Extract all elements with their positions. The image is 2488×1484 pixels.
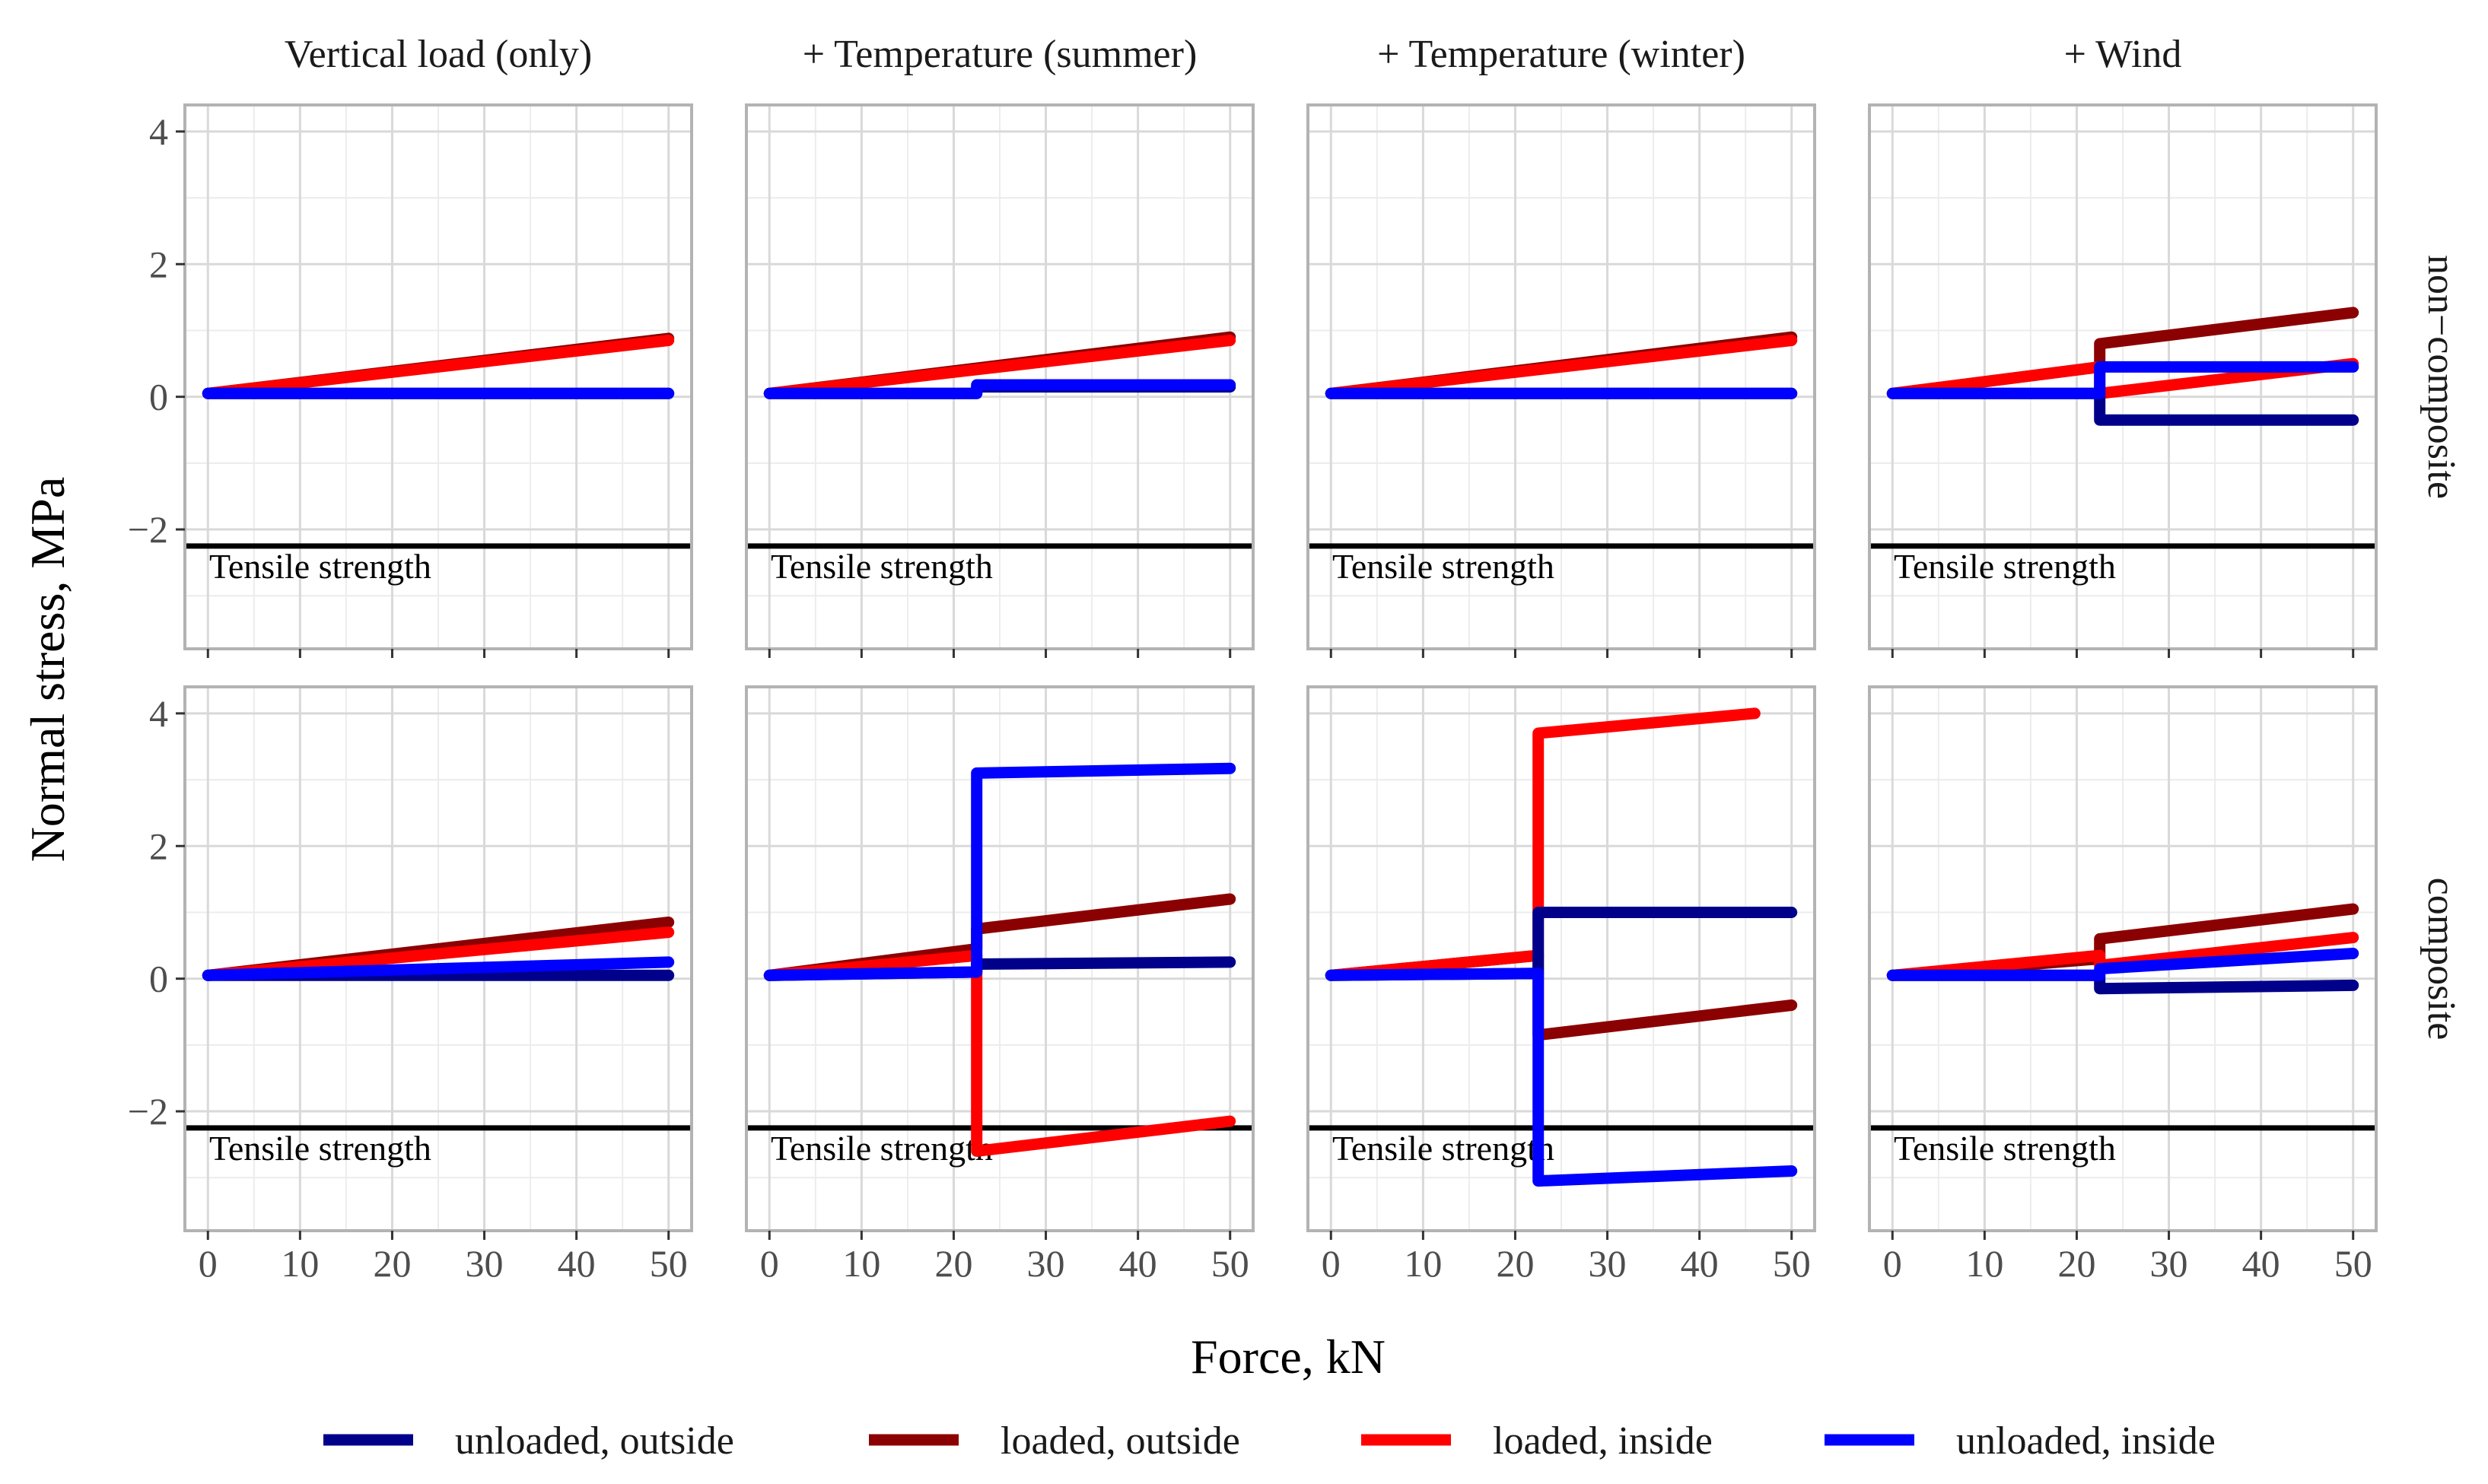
- y-tick-label: 0: [149, 376, 168, 418]
- panel-border: [1868, 685, 2378, 1232]
- y-tick-label: 4: [149, 692, 168, 735]
- legend-label-lo: loaded, outside: [1001, 1419, 1240, 1463]
- panel-border: [745, 103, 1255, 650]
- y-tick-label: −2: [128, 1090, 168, 1133]
- row-strip-label: composite: [2420, 878, 2463, 1041]
- y-tick-label: 2: [149, 825, 168, 867]
- panel-border: [1306, 685, 1816, 1232]
- panel-border: [183, 103, 693, 650]
- frame-layer: [183, 103, 2378, 1232]
- series-line-ui: [1886, 948, 2359, 981]
- column-strip-label: + Temperature (summer): [803, 33, 1198, 76]
- column-strip-label: Vertical load (only): [285, 33, 592, 76]
- tensile-strength-label: Tensile strength: [1332, 547, 1554, 586]
- grid-layer: [185, 105, 2376, 1231]
- strip-layer: Vertical load (only) + Temperature (summe…: [285, 33, 2463, 1040]
- tensile-strength-label: Tensile strength: [209, 1129, 431, 1168]
- x-tick-label: 30: [466, 1242, 504, 1285]
- x-tick-label: 30: [1589, 1242, 1627, 1285]
- series-line-li: [763, 949, 1236, 1157]
- y-tick-label: 2: [149, 243, 168, 285]
- x-tick-label: 10: [842, 1242, 880, 1285]
- series-line-li: [763, 335, 1236, 399]
- series-line-ui: [1325, 968, 1798, 1187]
- x-tick-label: 10: [1404, 1242, 1442, 1285]
- legend-label-uo: unloaded, outside: [455, 1419, 734, 1463]
- x-tick-label: 50: [650, 1242, 688, 1285]
- series-line-li: [1325, 335, 1798, 399]
- y-tick-label: 0: [149, 958, 168, 1000]
- series-line-ui: [202, 956, 675, 981]
- x-tick-label: 40: [1681, 1242, 1719, 1285]
- legend-label-ui: unloaded, inside: [1956, 1419, 2216, 1463]
- column-strip-label: + Wind: [2064, 33, 2182, 76]
- x-tick-label: 0: [1883, 1242, 1902, 1285]
- x-tick-label: 0: [1322, 1242, 1341, 1285]
- x-tick-label: 20: [1496, 1242, 1534, 1285]
- tensile-strength-label: Tensile strength: [209, 547, 431, 586]
- series-line-ui: [763, 762, 1236, 981]
- panel-border: [1868, 103, 2378, 650]
- x-tick-label: 30: [1027, 1242, 1065, 1285]
- y-tick-label: 4: [149, 110, 168, 153]
- tensile-strength-label: Tensile strength: [1894, 547, 2116, 586]
- x-tick-label: 40: [1119, 1242, 1157, 1285]
- legend-label-li: loaded, inside: [1493, 1419, 1713, 1463]
- x-tick-label: 40: [2242, 1242, 2280, 1285]
- series-layer: [202, 307, 2359, 1187]
- tensile-strength-label: Tensile strength: [771, 547, 993, 586]
- x-tick-label: 30: [2150, 1242, 2188, 1285]
- series-line-li: [202, 335, 675, 399]
- tensile-strength-label: Tensile strength: [1332, 1129, 1554, 1168]
- x-tick-label: 50: [1211, 1242, 1249, 1285]
- x-tick-label: 20: [2057, 1242, 2095, 1285]
- panel-border: [745, 685, 1255, 1232]
- x-tick-label: 50: [1773, 1242, 1811, 1285]
- x-axis-title: Force, kN: [1191, 1330, 1386, 1384]
- series-line-li: [1886, 932, 2359, 981]
- legend: unloaded, outside loaded, outside loaded, …: [323, 1419, 2216, 1463]
- x-tick-label: 0: [760, 1242, 779, 1285]
- x-tick-label: 20: [373, 1242, 411, 1285]
- x-tick-label: 10: [281, 1242, 319, 1285]
- y-tick-label: −2: [128, 508, 168, 551]
- x-tick-label: 50: [2334, 1242, 2372, 1285]
- x-tick-label: 0: [199, 1242, 218, 1285]
- x-tick-label: 20: [934, 1242, 972, 1285]
- x-tick-label: 10: [1965, 1242, 2003, 1285]
- row-strip-label: non−composite: [2420, 255, 2463, 499]
- column-strip-label: + Temperature (winter): [1377, 33, 1745, 76]
- panel-border: [1306, 103, 1816, 650]
- series-line-ui: [763, 379, 1236, 399]
- series-line-ui: [1886, 361, 2359, 399]
- x-tick-label: 40: [558, 1242, 596, 1285]
- panel-border: [183, 685, 693, 1232]
- series-line-li: [1325, 707, 1761, 981]
- y-axis-title: Normal stress, MPa: [21, 477, 75, 863]
- reference-layer: Tensile strength Tensile strength Tensile …: [185, 543, 2376, 1168]
- tensile-strength-label: Tensile strength: [771, 1129, 993, 1168]
- tensile-strength-label: Tensile strength: [1894, 1129, 2116, 1168]
